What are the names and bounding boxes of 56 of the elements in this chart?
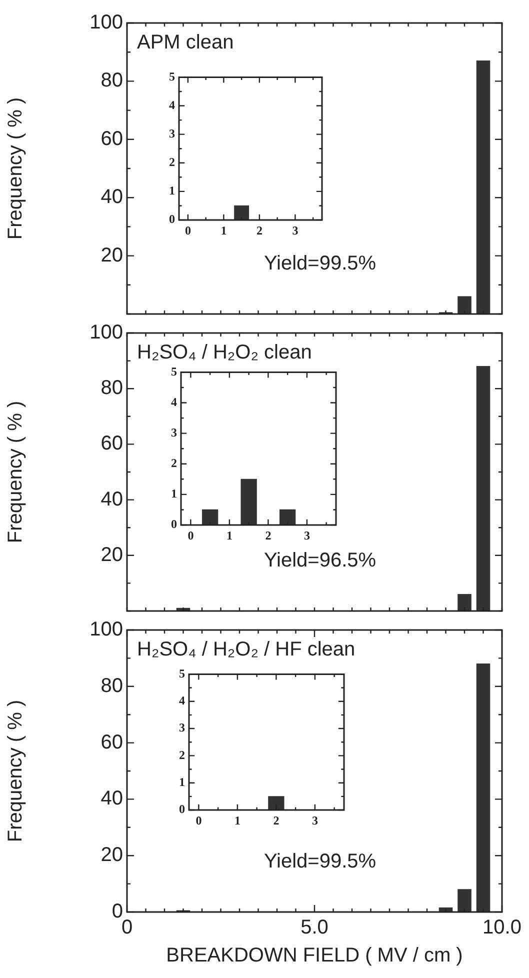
y-tick-label: 0 bbox=[171, 517, 177, 532]
y-tick-label: 0 bbox=[179, 802, 185, 816]
x-tick-label: 3 bbox=[292, 223, 298, 238]
y-tick-label: 60 bbox=[100, 432, 123, 455]
annotation: Yield=96.5% bbox=[264, 550, 376, 572]
y-tick-label: 3 bbox=[179, 720, 185, 735]
y-tick-label: 3 bbox=[169, 126, 175, 140]
x-tick-label: 0 bbox=[196, 813, 202, 828]
y-tick-label: 2 bbox=[179, 748, 185, 762]
y-tick-label: 5 bbox=[179, 666, 185, 680]
x-tick-label: 3 bbox=[304, 528, 310, 542]
x-tick-label: 2 bbox=[273, 813, 280, 828]
y-tick-label: 40 bbox=[100, 186, 123, 208]
y-tick-label: 5 bbox=[171, 364, 177, 378]
y-tick-label: 3 bbox=[171, 425, 177, 440]
chart-title: H₂SO₄ / H₂O₂ clean bbox=[137, 342, 312, 364]
annotation: Yield=99.5% bbox=[264, 252, 376, 275]
y-axis-title: Frequency ( % ) bbox=[4, 700, 27, 842]
x-tick-label: 1 bbox=[234, 813, 240, 828]
y-tick-label: 0 bbox=[112, 900, 123, 923]
x-tick-label: 10.0 bbox=[482, 916, 522, 939]
y-tick-label: 100 bbox=[90, 322, 123, 344]
x-tick-label: 2 bbox=[256, 223, 262, 238]
y-tick-label: 5 bbox=[169, 69, 175, 84]
y-tick-label: 4 bbox=[169, 98, 175, 112]
chart-title: H₂SO₄ / H₂O₂ / HF clean bbox=[137, 638, 356, 661]
y-tick-label: 20 bbox=[100, 544, 123, 566]
y-tick-label: 40 bbox=[100, 488, 123, 510]
y-tick-label: 100 bbox=[90, 12, 123, 34]
chart-title: APM clean bbox=[137, 32, 234, 54]
x-tick-label: 3 bbox=[312, 813, 318, 828]
y-axis-title: Frequency ( % ) bbox=[4, 400, 27, 544]
y-tick-label: 1 bbox=[169, 184, 175, 198]
y-tick-label: 60 bbox=[100, 731, 123, 754]
y-tick-label: 20 bbox=[100, 244, 123, 266]
x-tick-label: 1 bbox=[226, 528, 232, 542]
y-tick-label: 2 bbox=[169, 154, 175, 169]
y-tick-label: 100 bbox=[90, 618, 123, 641]
y-tick-label: 4 bbox=[179, 693, 185, 708]
annotation: Yield=99.5% bbox=[264, 850, 376, 873]
y-tick-label: 20 bbox=[100, 844, 123, 866]
y-tick-label: 60 bbox=[100, 128, 123, 150]
y-tick-label: 40 bbox=[100, 788, 123, 810]
x-tick-label: 2 bbox=[265, 528, 272, 542]
y-tick-label: 2 bbox=[171, 456, 177, 470]
y-tick-label: 1 bbox=[179, 774, 185, 789]
y-axis-title: Frequency ( % ) bbox=[4, 97, 27, 240]
y-tick-label: 80 bbox=[100, 377, 123, 400]
y-tick-label: 0 bbox=[169, 212, 175, 226]
y-tick-label: 80 bbox=[100, 70, 123, 92]
x-tick-label: 1 bbox=[220, 223, 227, 238]
x-axis-title: BREAKDOWN FIELD ( MV / cm ) bbox=[166, 944, 463, 967]
y-tick-label: 1 bbox=[171, 486, 177, 501]
y-tick-label: 4 bbox=[171, 394, 177, 409]
y-tick-label: 80 bbox=[100, 674, 123, 697]
x-tick-label: 5.0 bbox=[300, 916, 328, 939]
